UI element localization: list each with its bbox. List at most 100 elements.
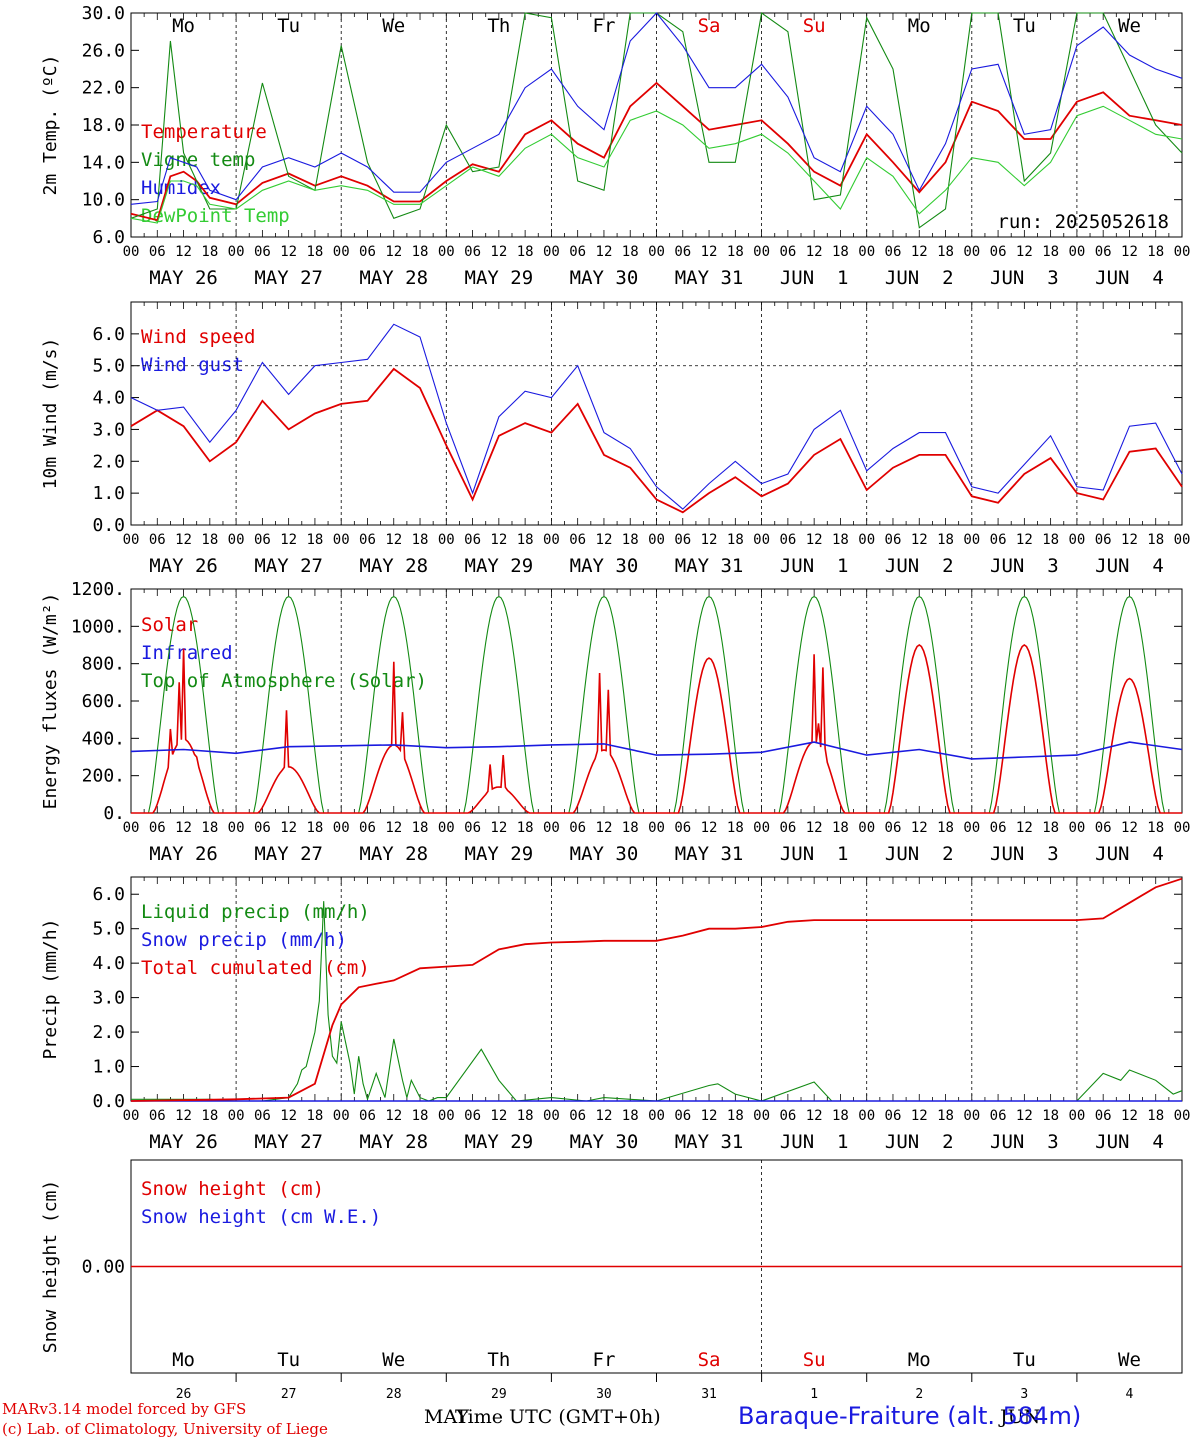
hour-tick-label: 18 [517, 1108, 534, 1124]
plot-frame [130, 588, 1183, 814]
hour-tick-label: 18 [517, 820, 534, 836]
panel-5: 0.00 Snow height (cm) Snow height (cm) Snow… [40, 1159, 1183, 1402]
hour-tick-label: 00 [543, 532, 560, 548]
y-tick-label: 0.0 [92, 1091, 125, 1112]
day-number-label: 29 [491, 1387, 507, 1402]
date-label: MAY 26 [149, 843, 218, 865]
hour-tick-label: 12 [490, 532, 507, 548]
hour-tick-label: 18 [201, 244, 218, 260]
hour-tick-label: 12 [701, 244, 718, 260]
y-tick-label: 30.0 [82, 3, 125, 24]
model-credit: MARv3.14 model forced by GFS [2, 1400, 247, 1418]
hour-tick-label: 00 [858, 532, 875, 548]
hour-tick-label: 00 [123, 1108, 140, 1124]
legend-entry: Snow height (cm) [141, 1178, 324, 1200]
hour-tick-label: 18 [1042, 244, 1059, 260]
y-tick-label: 18.0 [82, 115, 125, 136]
hour-tick-label: 06 [1095, 820, 1112, 836]
hour-tick-label: 06 [885, 820, 902, 836]
x-axis-title: Time UTC (GMT+0h) [455, 1406, 661, 1428]
hour-tick-label: 00 [333, 244, 350, 260]
date-label: JUN 2 [885, 1131, 954, 1153]
series-line-solar [236, 710, 342, 814]
hour-tick-label: 00 [753, 1108, 770, 1124]
footer-month-left: MAY [424, 1406, 469, 1428]
hour-tick-label: 12 [1016, 820, 1033, 836]
hour-tick-label: 18 [1147, 244, 1164, 260]
hour-tick-label: 06 [674, 532, 691, 548]
hour-tick-label: 00 [753, 532, 770, 548]
hour-tick-label: 18 [937, 244, 954, 260]
y-tick-label: 0.0 [92, 515, 125, 536]
date-label: MAY 29 [465, 267, 534, 289]
date-label: JUN 2 [885, 555, 954, 577]
date-label: MAY 28 [359, 267, 428, 289]
legend-entry: Snow precip (mm/h) [141, 929, 347, 951]
hour-tick-label: 18 [622, 532, 639, 548]
hour-tick-label: 06 [674, 1108, 691, 1124]
y-tick-label: 400. [82, 728, 125, 749]
weekday-label: We [1118, 1349, 1141, 1371]
hour-tick-label: 06 [779, 820, 796, 836]
hour-tick-label: 18 [1042, 820, 1059, 836]
date-label: JUN 1 [780, 1131, 849, 1153]
weekday-label: Tu [277, 15, 300, 37]
weekday-label: Sa [698, 1349, 721, 1371]
y-tick-label: 2.0 [92, 451, 125, 472]
y-tick-label: 6.0 [92, 884, 125, 905]
day-number-label: 28 [386, 1387, 402, 1402]
day-number-label: 4 [1126, 1387, 1134, 1402]
weekday-label: We [382, 1349, 405, 1371]
hour-tick-label: 00 [438, 244, 455, 260]
hour-tick-label: 12 [280, 532, 297, 548]
day-number-label: 2 [915, 1387, 923, 1402]
y-tick-label: 800. [82, 654, 125, 675]
date-label: MAY 27 [254, 267, 323, 289]
hour-tick-label: 12 [596, 532, 613, 548]
date-label: MAY 31 [675, 1131, 744, 1153]
hour-tick-label: 06 [149, 820, 166, 836]
hour-tick-label: 06 [885, 1108, 902, 1124]
hour-tick-label: 18 [832, 1108, 849, 1124]
hour-tick-label: 18 [412, 532, 429, 548]
hour-tick-label: 18 [517, 244, 534, 260]
weekday-label: Mo [908, 1349, 931, 1371]
hour-tick-label: 12 [701, 1108, 718, 1124]
hour-tick-label: 00 [1174, 820, 1191, 836]
hour-tick-label: 00 [228, 820, 245, 836]
day-number-label: 1 [810, 1387, 818, 1402]
series-line-solar [131, 648, 237, 814]
hour-tick-label: 12 [490, 820, 507, 836]
hour-tick-label: 06 [674, 244, 691, 260]
date-label: MAY 27 [254, 843, 323, 865]
series-line-solar [971, 644, 1077, 814]
panel-1: 30.026.022.018.014.010.06.000 06 12 18 00 06 1… [40, 3, 1190, 289]
hour-tick-label: 12 [596, 244, 613, 260]
date-label: JUN 1 [780, 267, 849, 289]
y-tick-label: 4.0 [92, 388, 125, 409]
hour-tick-label: 06 [569, 820, 586, 836]
date-label: MAY 31 [675, 267, 744, 289]
hour-tick-label: 12 [1121, 532, 1138, 548]
date-label: JUN 3 [990, 267, 1059, 289]
y-tick-label: 1000. [71, 616, 125, 637]
hour-tick-label: 18 [412, 244, 429, 260]
date-label: JUN 4 [1095, 555, 1164, 577]
y-axis-title: Precip (mm/h) [40, 919, 61, 1060]
date-label: JUN 1 [780, 555, 849, 577]
hour-tick-label: 12 [806, 244, 823, 260]
hour-tick-label: 18 [832, 244, 849, 260]
weekday-label: Fr [593, 1349, 616, 1371]
hour-tick-label: 00 [333, 532, 350, 548]
hour-tick-label: 06 [885, 532, 902, 548]
hour-tick-label: 12 [1016, 1108, 1033, 1124]
legend-entry: Liquid precip (mm/h) [141, 901, 370, 923]
hour-tick-label: 18 [306, 532, 323, 548]
date-label: MAY 30 [570, 1131, 639, 1153]
weekday-label: Fr [593, 15, 616, 37]
y-tick-label: 2.0 [92, 1022, 125, 1043]
y-tick-label: 5.0 [92, 919, 125, 940]
hour-tick-label: 12 [1016, 532, 1033, 548]
weekday-label: Mo [908, 15, 931, 37]
